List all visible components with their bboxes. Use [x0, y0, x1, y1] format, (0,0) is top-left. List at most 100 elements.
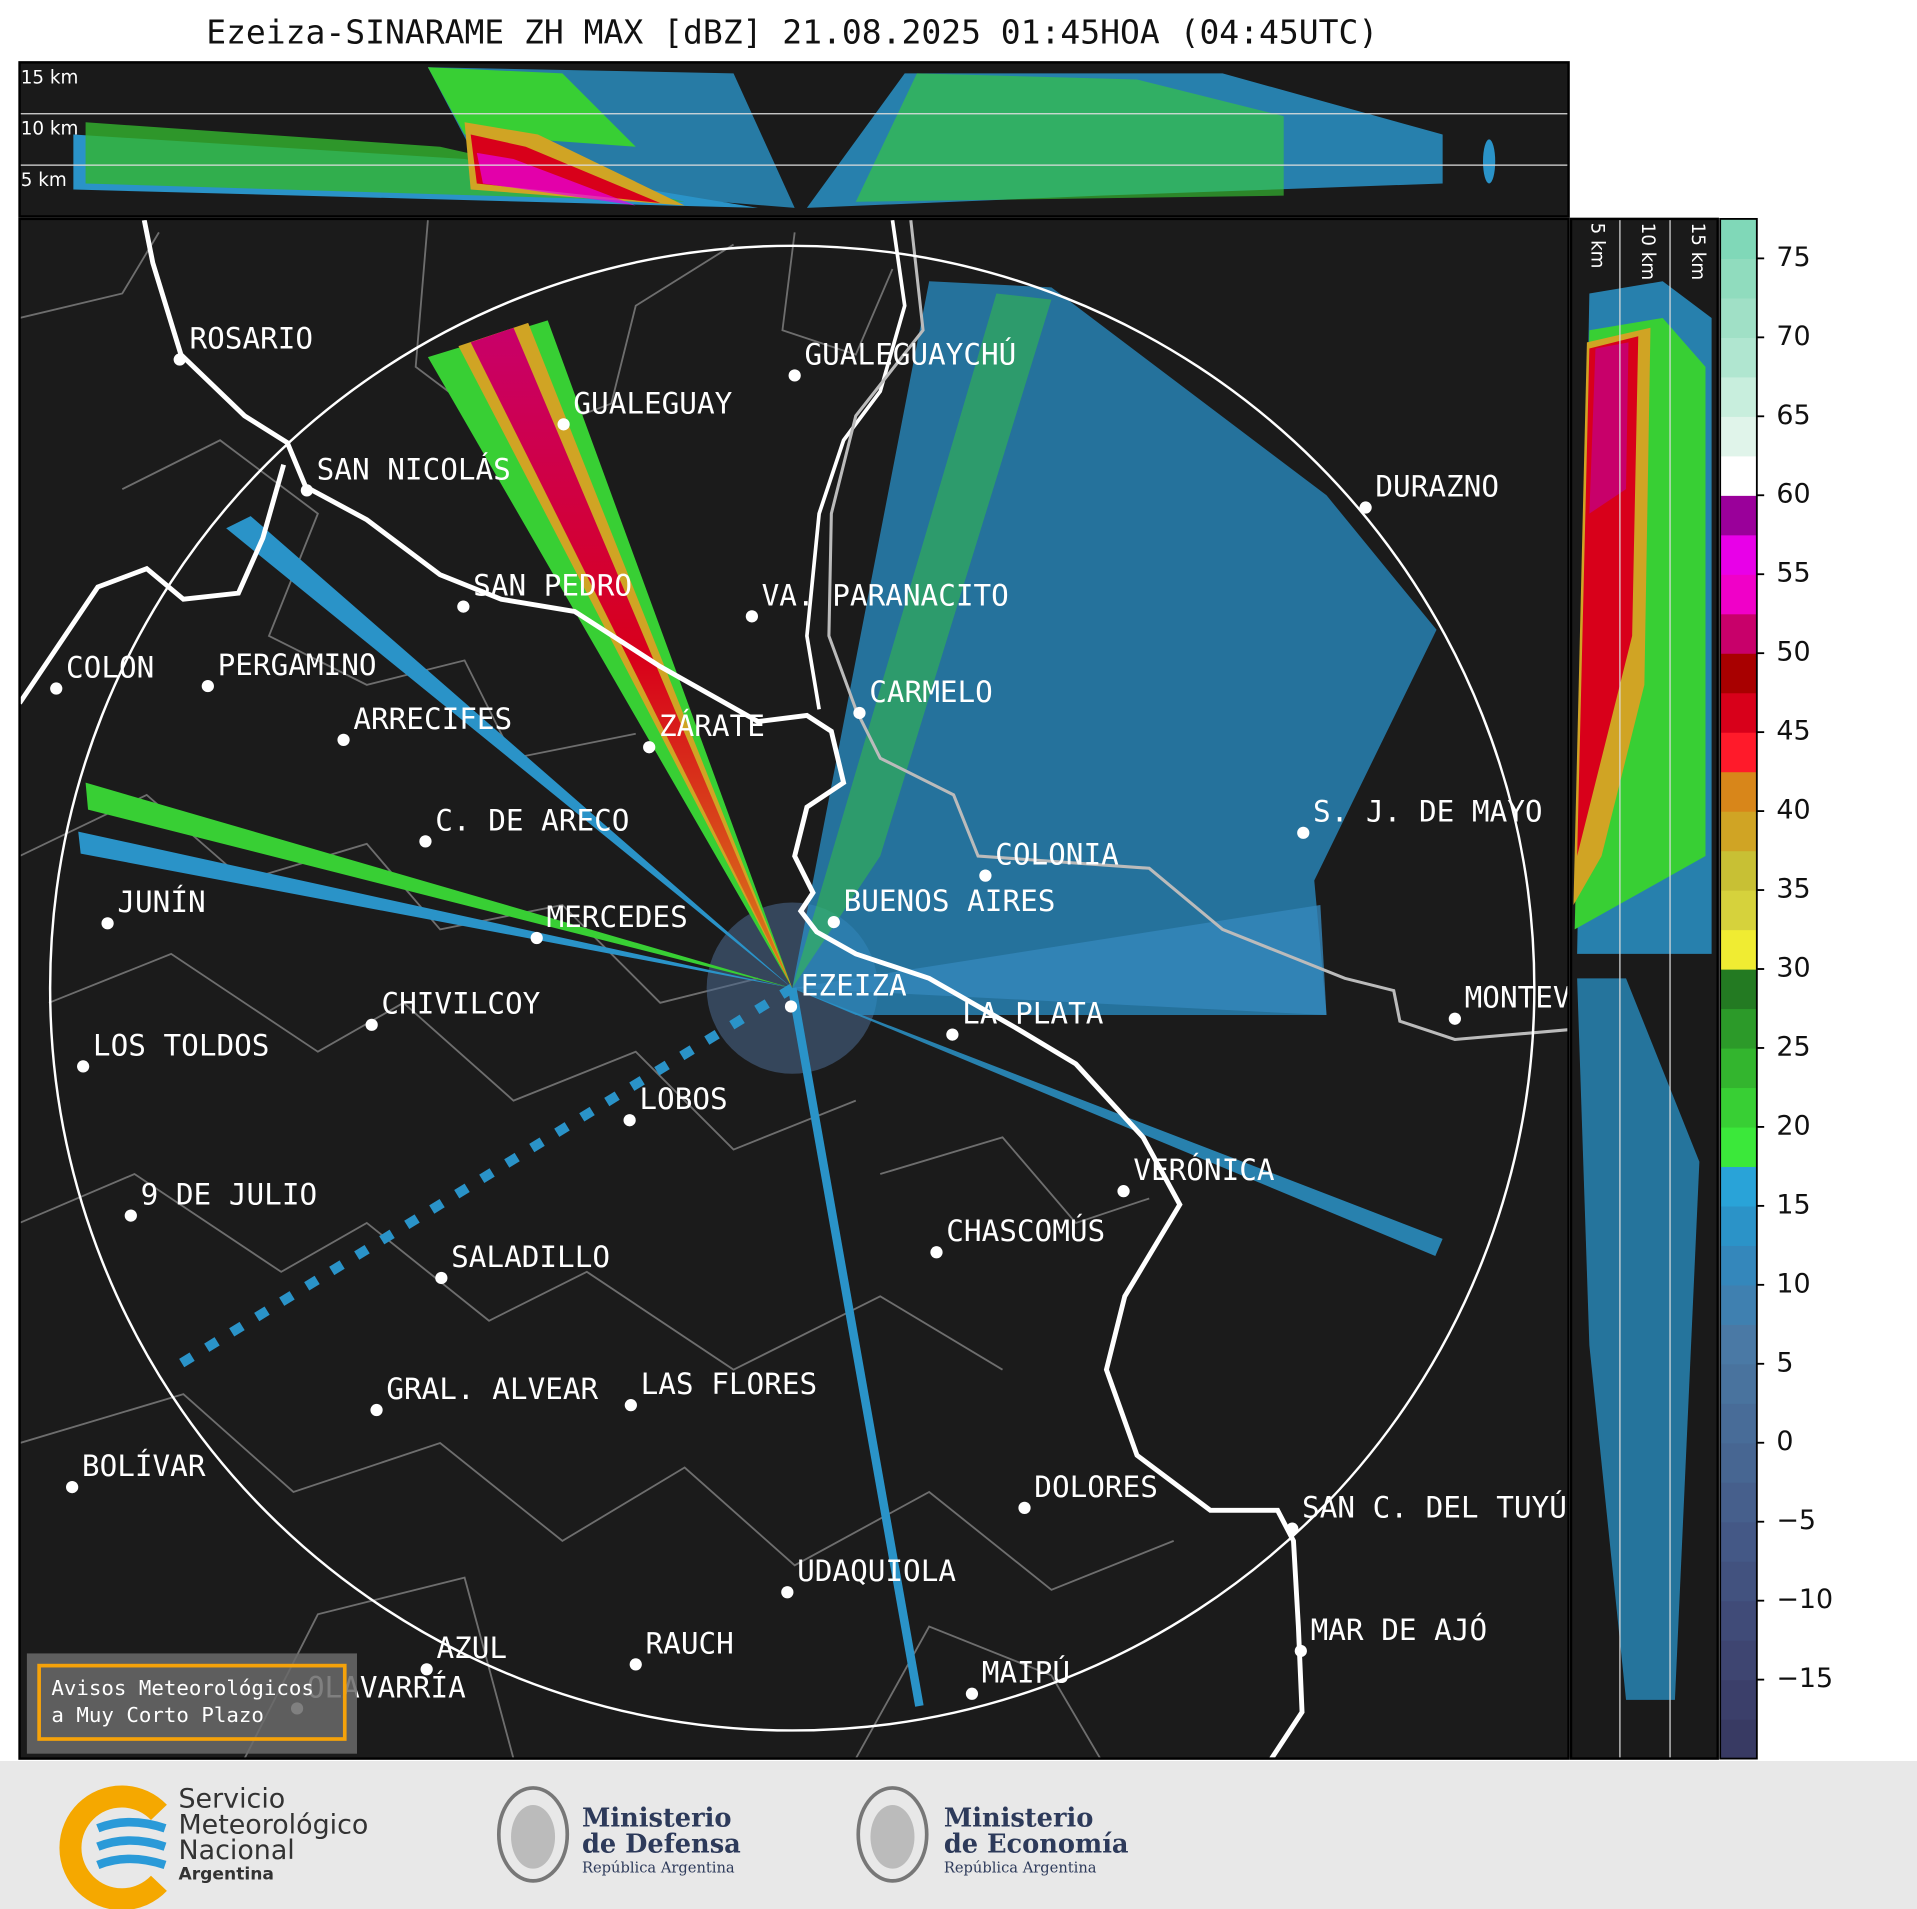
- city-dot: [624, 1399, 637, 1412]
- city-dot: [173, 353, 186, 366]
- colorbar-band: [1720, 258, 1757, 299]
- colorbar-band: [1720, 692, 1757, 733]
- city-dot: [435, 1271, 448, 1285]
- colorbar-band: [1720, 1284, 1757, 1325]
- logo-stripe: [96, 1817, 167, 1833]
- echo: [792, 904, 1327, 1016]
- warning-box-bg: [26, 1653, 357, 1754]
- city-dot: [1297, 826, 1310, 839]
- colorbar-band: [1720, 1166, 1757, 1207]
- warning-text: Avisos Meteorológicos: [51, 1676, 314, 1700]
- colorbar-band: [1720, 337, 1757, 378]
- border: [855, 1625, 1102, 1759]
- logo-text: Servicio: [178, 1784, 285, 1815]
- panel-frame: [1569, 217, 1719, 1760]
- city-label: VERÓNICA: [1133, 1151, 1275, 1187]
- footer-background: [0, 1761, 1917, 1909]
- city-dot: [457, 600, 470, 613]
- city-label: MERCEDES: [546, 900, 687, 934]
- side-panel: 5 km 10 km 15 km: [1571, 218, 1718, 1759]
- border: [19, 1393, 1175, 1591]
- altitude-label: 10 km: [1637, 223, 1658, 281]
- city-label: GUALEGUAYCHÚ: [804, 335, 1016, 371]
- city-dot: [1448, 1012, 1461, 1025]
- radar-echoes: [78, 281, 1443, 1707]
- city-label: S. J. DE MAYO: [1313, 795, 1543, 829]
- colorbar-band: [1720, 929, 1757, 970]
- city-dot: [1286, 1522, 1299, 1535]
- panel-frame: [18, 61, 1570, 218]
- colorbar-tick-label: 30: [1776, 953, 1810, 984]
- city-label: LOBOS: [639, 1082, 727, 1116]
- city-label: COLONIA: [995, 838, 1119, 872]
- city-label: SAN PEDRO: [473, 569, 632, 603]
- city-label: SAN C. DEL TUYÚ: [1302, 1489, 1567, 1525]
- colorbar-tick-label: 45: [1776, 716, 1810, 747]
- city-label: C. DE ARECO: [435, 803, 629, 837]
- colorbar-tick-label: 55: [1776, 558, 1810, 589]
- colorbar-tick-label: −10: [1776, 1584, 1833, 1615]
- logo-text: Argentina: [178, 1865, 273, 1885]
- colorbar: −15 −10 −5 0 5 10 15 20 25 30 35 40 45 50 55 60 65 70 75: [1719, 217, 1833, 1760]
- colorbar-tick-label: 0: [1776, 1426, 1793, 1457]
- city-label: GUALEGUAY: [573, 386, 732, 420]
- city-dot: [1117, 1185, 1130, 1198]
- logo-defensa: Ministerio de Defensa República Argentin…: [496, 1786, 741, 1883]
- colorbar-tick-label: 65: [1776, 400, 1810, 431]
- city-dot: [979, 869, 992, 882]
- city-label: JUNÍN: [117, 884, 205, 919]
- echo: [1589, 342, 1629, 514]
- colorbar-band: [1720, 1363, 1757, 1404]
- colorbar-band: [1720, 969, 1757, 1010]
- title: Ezeiza-SINARAME ZH MAX [dBZ] 21.08.2025 …: [206, 13, 1378, 52]
- colorbar-tick-label: −5: [1776, 1505, 1816, 1536]
- city-label: LAS FLORES: [641, 1367, 818, 1401]
- city-dot: [1294, 1644, 1307, 1658]
- logo-arc: [59, 1785, 167, 1909]
- logo-text: de Economía: [944, 1829, 1129, 1859]
- warning-text: a Muy Corto Plazo: [51, 1703, 264, 1727]
- city-dot: [50, 682, 63, 695]
- colorbar-band: [1720, 811, 1757, 852]
- colorbar-tick-label: 10: [1776, 1268, 1810, 1299]
- city-label: GRAL. ALVEAR: [386, 1372, 598, 1406]
- colorbar-tick-label: 25: [1776, 1031, 1810, 1062]
- city-label: LOS TOLDOS: [93, 1028, 270, 1062]
- city-label: SALADILLO: [451, 1240, 610, 1274]
- border: [48, 952, 857, 1151]
- colorbar-band: [1720, 1442, 1757, 1483]
- city-label: MONTEV: [1465, 981, 1571, 1015]
- coastlines: [19, 219, 1569, 1759]
- colorbar-frame: [1719, 217, 1758, 1760]
- colorbar-band: [1720, 1521, 1757, 1562]
- city-dot: [745, 610, 758, 623]
- colorbar-band: [1720, 534, 1757, 575]
- city-dot: [419, 835, 432, 848]
- city-label: COLON: [66, 650, 154, 684]
- colorbar-band: [1720, 613, 1757, 654]
- colorbar-tick-label: 75: [1776, 242, 1810, 273]
- echo: [855, 73, 1284, 202]
- city-label: BOLÍVAR: [82, 1448, 206, 1483]
- colorbar-band: [1720, 1126, 1757, 1168]
- city-dot: [300, 484, 313, 497]
- altitude-label: 15 km: [1687, 223, 1708, 281]
- city-dot: [946, 1028, 959, 1041]
- echo: [78, 831, 793, 989]
- city-label: CHIVILCOY: [381, 987, 540, 1021]
- city-dot: [965, 1687, 979, 1700]
- coastline: [827, 219, 1569, 1042]
- colorbar-band: [1720, 1047, 1757, 1089]
- city-dot: [629, 1658, 642, 1671]
- altitude-label: 15 km: [21, 67, 79, 88]
- colorbar-tick-label: −15: [1776, 1663, 1833, 1694]
- city-dot: [781, 1586, 794, 1599]
- city-dot: [788, 369, 801, 382]
- colorbar-tick-label: 5: [1776, 1347, 1793, 1378]
- city-label: ROSARIO: [189, 321, 313, 355]
- echo: [476, 152, 636, 206]
- colorbar-band: [1720, 376, 1757, 417]
- city-dot: [337, 733, 350, 746]
- colorbar-tick-label: 50: [1776, 637, 1810, 668]
